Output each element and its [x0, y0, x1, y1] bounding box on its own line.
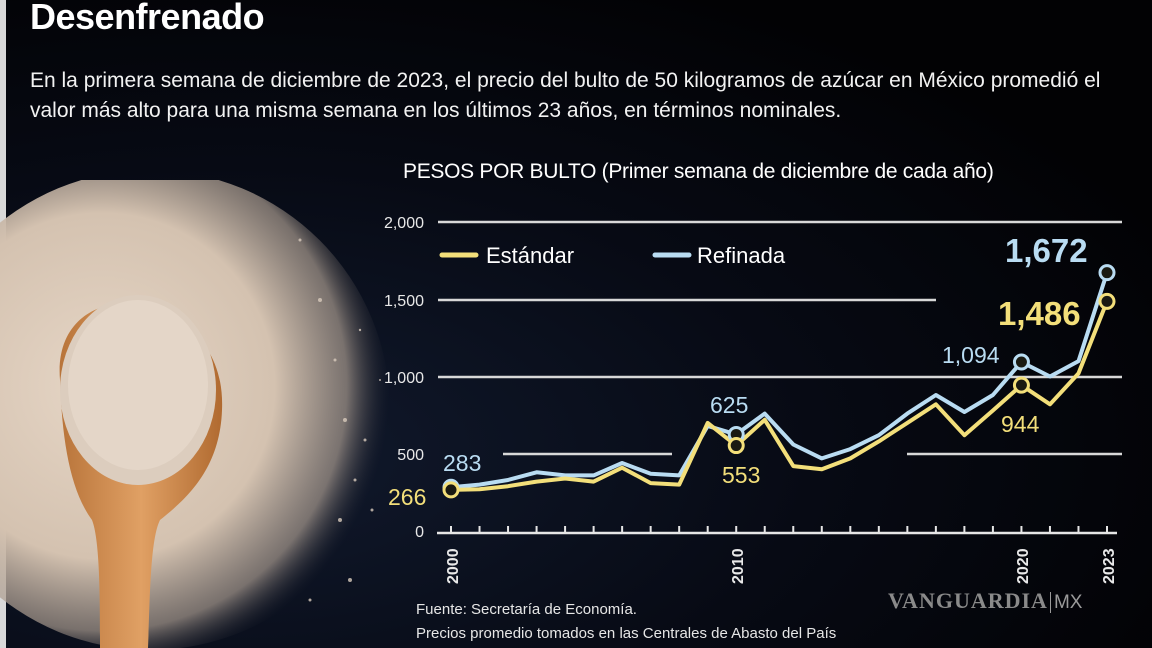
publisher-watermark: VANGUARDIA MX [888, 588, 1083, 614]
label-estandar-2010: 553 [722, 462, 760, 488]
x-label-2010: 2010 [730, 548, 747, 584]
data-point-markers [442, 264, 1116, 499]
watermark-text: VANGUARDIA [888, 588, 1048, 613]
label-estandar-2020: 944 [1001, 411, 1040, 437]
legend-label-refinada: Refinada [697, 243, 786, 268]
label-refinada-2010: 625 [710, 392, 748, 418]
chart-title: PESOS POR BULTO (Primer semana de diciem… [403, 160, 994, 183]
y-tick-1500: 1,500 [384, 293, 424, 310]
legend: Estándar Refinada [439, 243, 786, 268]
source-line: Fuente: Secretaría de Economía. [416, 601, 637, 618]
x-label-2000: 2000 [445, 548, 462, 584]
marker-estandar-2000 [442, 481, 460, 499]
y-tick-2000: 2,000 [384, 215, 424, 232]
marker-estandar-2020 [1012, 376, 1030, 394]
marker-refinada-2023 [1098, 264, 1116, 282]
intro-paragraph: En la primera semana de diciembre de 202… [30, 69, 1101, 122]
y-tick-1000: 1,000 [384, 370, 424, 387]
page-title: Desenfrenado [30, 0, 265, 37]
x-axis-ticks [450, 526, 1108, 533]
x-label-2020: 2020 [1015, 548, 1032, 584]
gridlines [438, 220, 1122, 456]
label-refinada-2000: 283 [443, 450, 481, 476]
methodology-note: Precios promedio tomados en las Centrale… [416, 625, 837, 642]
sugar-spoon-illustration [0, 180, 390, 648]
label-refinada-2023: 1,672 [1005, 232, 1088, 269]
label-refinada-2020: 1,094 [942, 342, 1000, 368]
x-label-2023: 2023 [1101, 548, 1118, 584]
series-line-estandar [450, 300, 1109, 492]
label-estandar-2023: 1,486 [998, 295, 1081, 332]
y-tick-500: 500 [397, 447, 424, 464]
series-line-refinada [450, 272, 1109, 490]
source-note: Fuente: Secretaría de Economía. Precios … [416, 598, 836, 646]
watermark-suffix: MX [1049, 592, 1083, 613]
marker-estandar-2010 [727, 437, 745, 455]
label-estandar-2000: 266 [388, 484, 426, 510]
marker-refinada-2020 [1012, 353, 1030, 371]
y-tick-0: 0 [415, 524, 424, 541]
marker-estandar-2023 [1098, 292, 1116, 310]
legend-label-estandar: Estándar [486, 243, 574, 268]
